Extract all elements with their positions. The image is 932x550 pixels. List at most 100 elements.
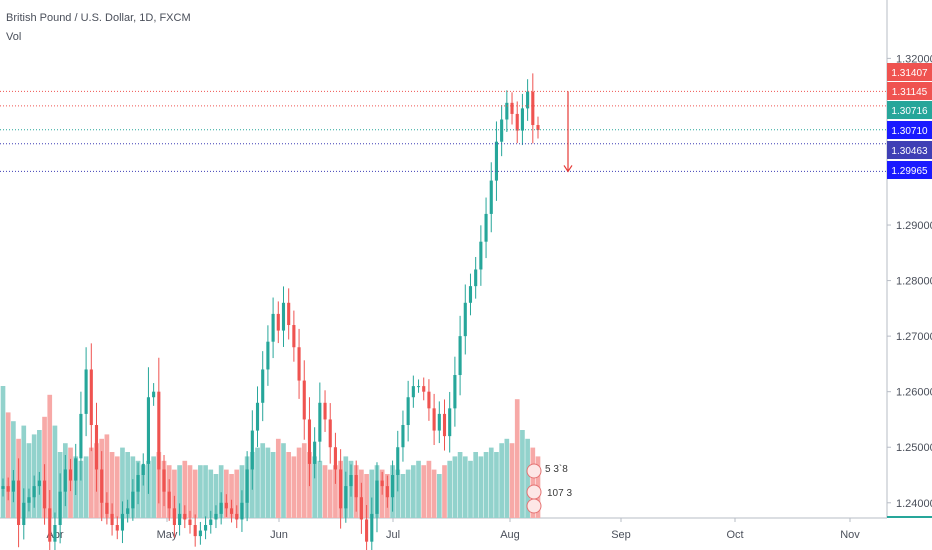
volume-bar: [514, 399, 520, 518]
candle-body: [120, 513, 125, 531]
y-tick-label: 1.24000: [896, 498, 932, 510]
volume-bar: [229, 474, 234, 518]
candle-body: [505, 102, 509, 120]
volume-bar: [488, 447, 494, 518]
candle-body: [453, 375, 457, 409]
volume-bar: [125, 452, 130, 518]
candle-body: [219, 502, 223, 514]
volume-bar: [208, 469, 214, 518]
price-label-tag: [887, 161, 932, 179]
candle-body: [131, 491, 135, 509]
volume-bar: [275, 438, 281, 518]
volume-bar: [452, 456, 458, 518]
candle-body: [53, 525, 57, 542]
price-label-tag: [887, 63, 932, 81]
candle-body: [276, 313, 280, 331]
candle-body: [411, 386, 415, 398]
volume-bar: [499, 443, 504, 518]
candle-body: [318, 402, 322, 442]
volume-bar: [21, 425, 27, 518]
candle-body: [126, 508, 130, 514]
price-label-text: 1.31145: [892, 87, 928, 98]
volume-bar: [88, 447, 94, 518]
candle-body: [266, 341, 270, 370]
x-tick-label: Sep: [611, 529, 631, 541]
candle-body: [141, 463, 145, 476]
event-marker-label: 107 3: [547, 488, 572, 499]
candle-body: [193, 525, 197, 537]
volume-bar: [327, 469, 333, 518]
volume-bar: [260, 443, 266, 518]
volume-bar: [255, 447, 260, 518]
candle-body: [27, 497, 31, 503]
volume-bar: [172, 469, 177, 518]
x-tick-label: Jul: [386, 529, 400, 541]
volume-bar: [224, 469, 229, 518]
x-tick-label: Nov: [840, 529, 860, 541]
candle-body: [183, 513, 187, 520]
candle-body: [37, 480, 41, 487]
volume-bar: [109, 452, 115, 518]
volume-bar: [0, 386, 6, 518]
candle-body: [489, 180, 493, 214]
volume-bar: [473, 452, 479, 518]
candle-body: [94, 425, 99, 470]
volume-bar: [296, 447, 302, 518]
x-tick-label: May: [157, 529, 178, 541]
x-tick-label: Jun: [270, 529, 288, 541]
candle-body: [79, 413, 83, 459]
candle-body: [17, 480, 21, 526]
volume-bar: [52, 425, 58, 518]
candle-body: [370, 513, 374, 542]
candle-body: [292, 325, 296, 348]
volume-bar: [431, 469, 437, 518]
volume-bar: [442, 465, 447, 518]
volume-bar: [120, 447, 125, 518]
candle-body: [380, 480, 384, 487]
candle-body: [84, 369, 88, 414]
volume-bar: [478, 456, 484, 518]
price-label-text: 1.30710: [891, 126, 928, 137]
volume-bar: [151, 456, 156, 518]
volume-bar: [177, 465, 182, 518]
candle-body: [255, 402, 260, 431]
candle-body: [172, 508, 176, 526]
volume-bar: [187, 465, 193, 518]
volume-bar: [114, 456, 120, 518]
candle-body: [157, 391, 161, 470]
candle-body: [479, 241, 483, 270]
candle-body: [245, 469, 249, 503]
candle-body: [89, 369, 93, 426]
volume-bar: [436, 474, 442, 518]
y-tick-label: 1.27000: [896, 331, 932, 343]
y-tick-label: 1.32000: [896, 53, 932, 65]
price-label-text: 1.30463: [891, 146, 928, 157]
candle-body: [105, 502, 109, 514]
y-tick-label: 1.29000: [896, 220, 932, 232]
volume-bar: [47, 394, 53, 518]
volume-bar: [317, 460, 323, 518]
candle-body: [484, 213, 488, 242]
volume-bar: [421, 465, 427, 518]
y-tick-label: 1.26000: [896, 387, 932, 399]
candle-body: [198, 530, 202, 537]
candle-body: [474, 269, 478, 287]
volume-bar: [525, 438, 530, 518]
volume-bar: [504, 438, 510, 518]
candle-body: [63, 469, 67, 492]
candle-body: [458, 336, 462, 376]
candle-body: [214, 513, 218, 520]
candle-body: [349, 475, 353, 487]
price-label-tag: [887, 101, 932, 119]
event-marker-label: 5 3`8: [545, 463, 568, 475]
candle-body: [100, 469, 104, 503]
candle-body: [115, 525, 119, 531]
volume-bar: [26, 443, 32, 518]
volume-bar: [333, 465, 338, 518]
candle-body: [287, 302, 291, 326]
volume-bar: [447, 460, 453, 518]
volume-bar: [416, 460, 421, 518]
candle-body: [261, 369, 265, 403]
candle-body: [385, 486, 389, 498]
